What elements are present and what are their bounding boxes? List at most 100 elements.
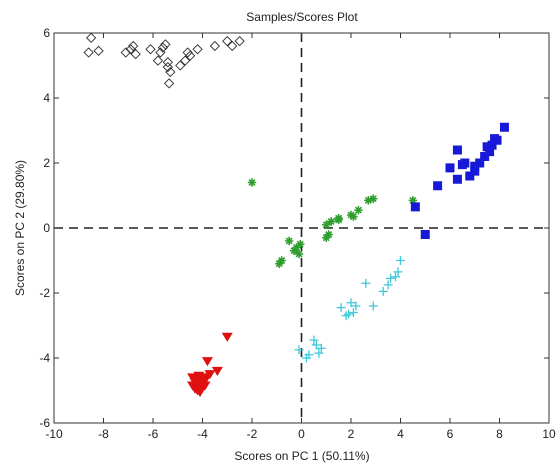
data-point	[480, 152, 490, 161]
x-axis-label: Scores on PC 1 (50.11%)	[234, 449, 369, 463]
data-point	[368, 301, 378, 311]
data-point	[316, 343, 326, 353]
data-point	[393, 267, 403, 277]
x-tick-label: -2	[247, 427, 258, 441]
y-axis-label: Scores on PC 2 (29.80%)	[13, 160, 27, 296]
data-point	[351, 301, 361, 311]
data-point	[187, 373, 199, 383]
x-tick-label: 8	[496, 427, 503, 441]
x-tick-label: -10	[45, 427, 63, 441]
data-point	[120, 47, 131, 58]
data-point	[192, 44, 203, 55]
data-point	[222, 35, 233, 47]
y-tick-label: 0	[43, 221, 50, 235]
data-point	[361, 278, 371, 288]
data-point	[334, 215, 343, 225]
data-point	[130, 48, 141, 60]
x-tick-label: 2	[348, 427, 355, 441]
data-point	[211, 366, 223, 376]
data-point	[348, 308, 358, 317]
data-point	[445, 163, 455, 173]
axis-ticks: -10 -8 -6 -4 -2 0 2 4 6 8 10 -6 -4 -2 0 2 4 6	[39, 26, 556, 441]
data-point	[227, 40, 238, 52]
data-point	[194, 388, 206, 398]
data-point	[378, 286, 388, 296]
y-tick-label: 6	[43, 26, 50, 40]
data-point	[410, 202, 420, 212]
y-tick-label: 4	[43, 91, 50, 105]
data-point	[304, 350, 314, 360]
data-point	[391, 272, 401, 282]
data-point	[327, 217, 336, 226]
data-point	[470, 166, 480, 176]
data-point	[162, 57, 173, 68]
data-point	[180, 55, 191, 66]
data-point	[487, 140, 497, 150]
data-point	[201, 357, 213, 367]
data-point	[499, 122, 509, 132]
data-point	[296, 240, 305, 249]
data-point	[199, 381, 211, 391]
data-point	[470, 161, 480, 171]
data-point	[336, 303, 346, 313]
data-point	[160, 39, 171, 50]
data-point	[383, 280, 393, 290]
data-point	[93, 45, 104, 57]
data-point	[314, 348, 324, 358]
data-point	[465, 171, 475, 181]
data-point	[157, 42, 169, 53]
data-point	[344, 309, 354, 319]
data-point	[247, 178, 257, 187]
x-tick-label: 10	[542, 427, 556, 441]
data-point	[85, 32, 97, 44]
data-point	[187, 381, 199, 391]
data-point	[386, 273, 396, 283]
data-point	[460, 158, 470, 168]
data-point	[420, 230, 430, 239]
data-point	[83, 47, 94, 58]
chart-title: Samples/Scores Plot	[246, 10, 358, 24]
data-points	[83, 32, 509, 398]
data-point	[346, 298, 356, 308]
data-point	[193, 371, 205, 381]
data-point	[284, 236, 294, 246]
data-point	[125, 44, 136, 55]
x-tick-label: 4	[397, 427, 404, 441]
data-point	[152, 55, 164, 66]
data-point	[364, 196, 373, 205]
data-point	[275, 259, 284, 268]
y-tick-label: -4	[39, 351, 50, 365]
x-tick-label: 0	[298, 427, 305, 441]
data-point	[294, 249, 304, 259]
x-tick-label: -4	[197, 427, 208, 441]
data-point	[145, 44, 156, 55]
data-point	[408, 196, 418, 205]
y-tick-label: -2	[39, 286, 50, 300]
data-point	[292, 243, 301, 252]
y-tick-label: -6	[39, 416, 50, 430]
data-point	[163, 78, 175, 89]
data-point	[128, 40, 139, 52]
data-point	[433, 181, 443, 191]
x-tick-label: -6	[148, 427, 159, 441]
data-point	[311, 340, 321, 350]
data-point	[309, 335, 319, 345]
x-tick-label: -8	[98, 427, 109, 441]
data-point	[182, 47, 193, 58]
data-point	[175, 60, 186, 71]
data-point	[184, 50, 196, 61]
data-point	[162, 61, 173, 73]
x-tick-label: 6	[447, 427, 454, 441]
data-point	[452, 145, 462, 155]
y-tick-label: 2	[43, 156, 50, 170]
data-point	[452, 174, 462, 184]
data-point	[482, 142, 492, 152]
data-point	[475, 158, 485, 168]
data-point	[492, 135, 502, 145]
data-point	[396, 256, 405, 265]
data-point	[209, 40, 221, 52]
data-point	[485, 147, 495, 157]
data-point	[165, 66, 176, 78]
data-point	[349, 212, 358, 221]
